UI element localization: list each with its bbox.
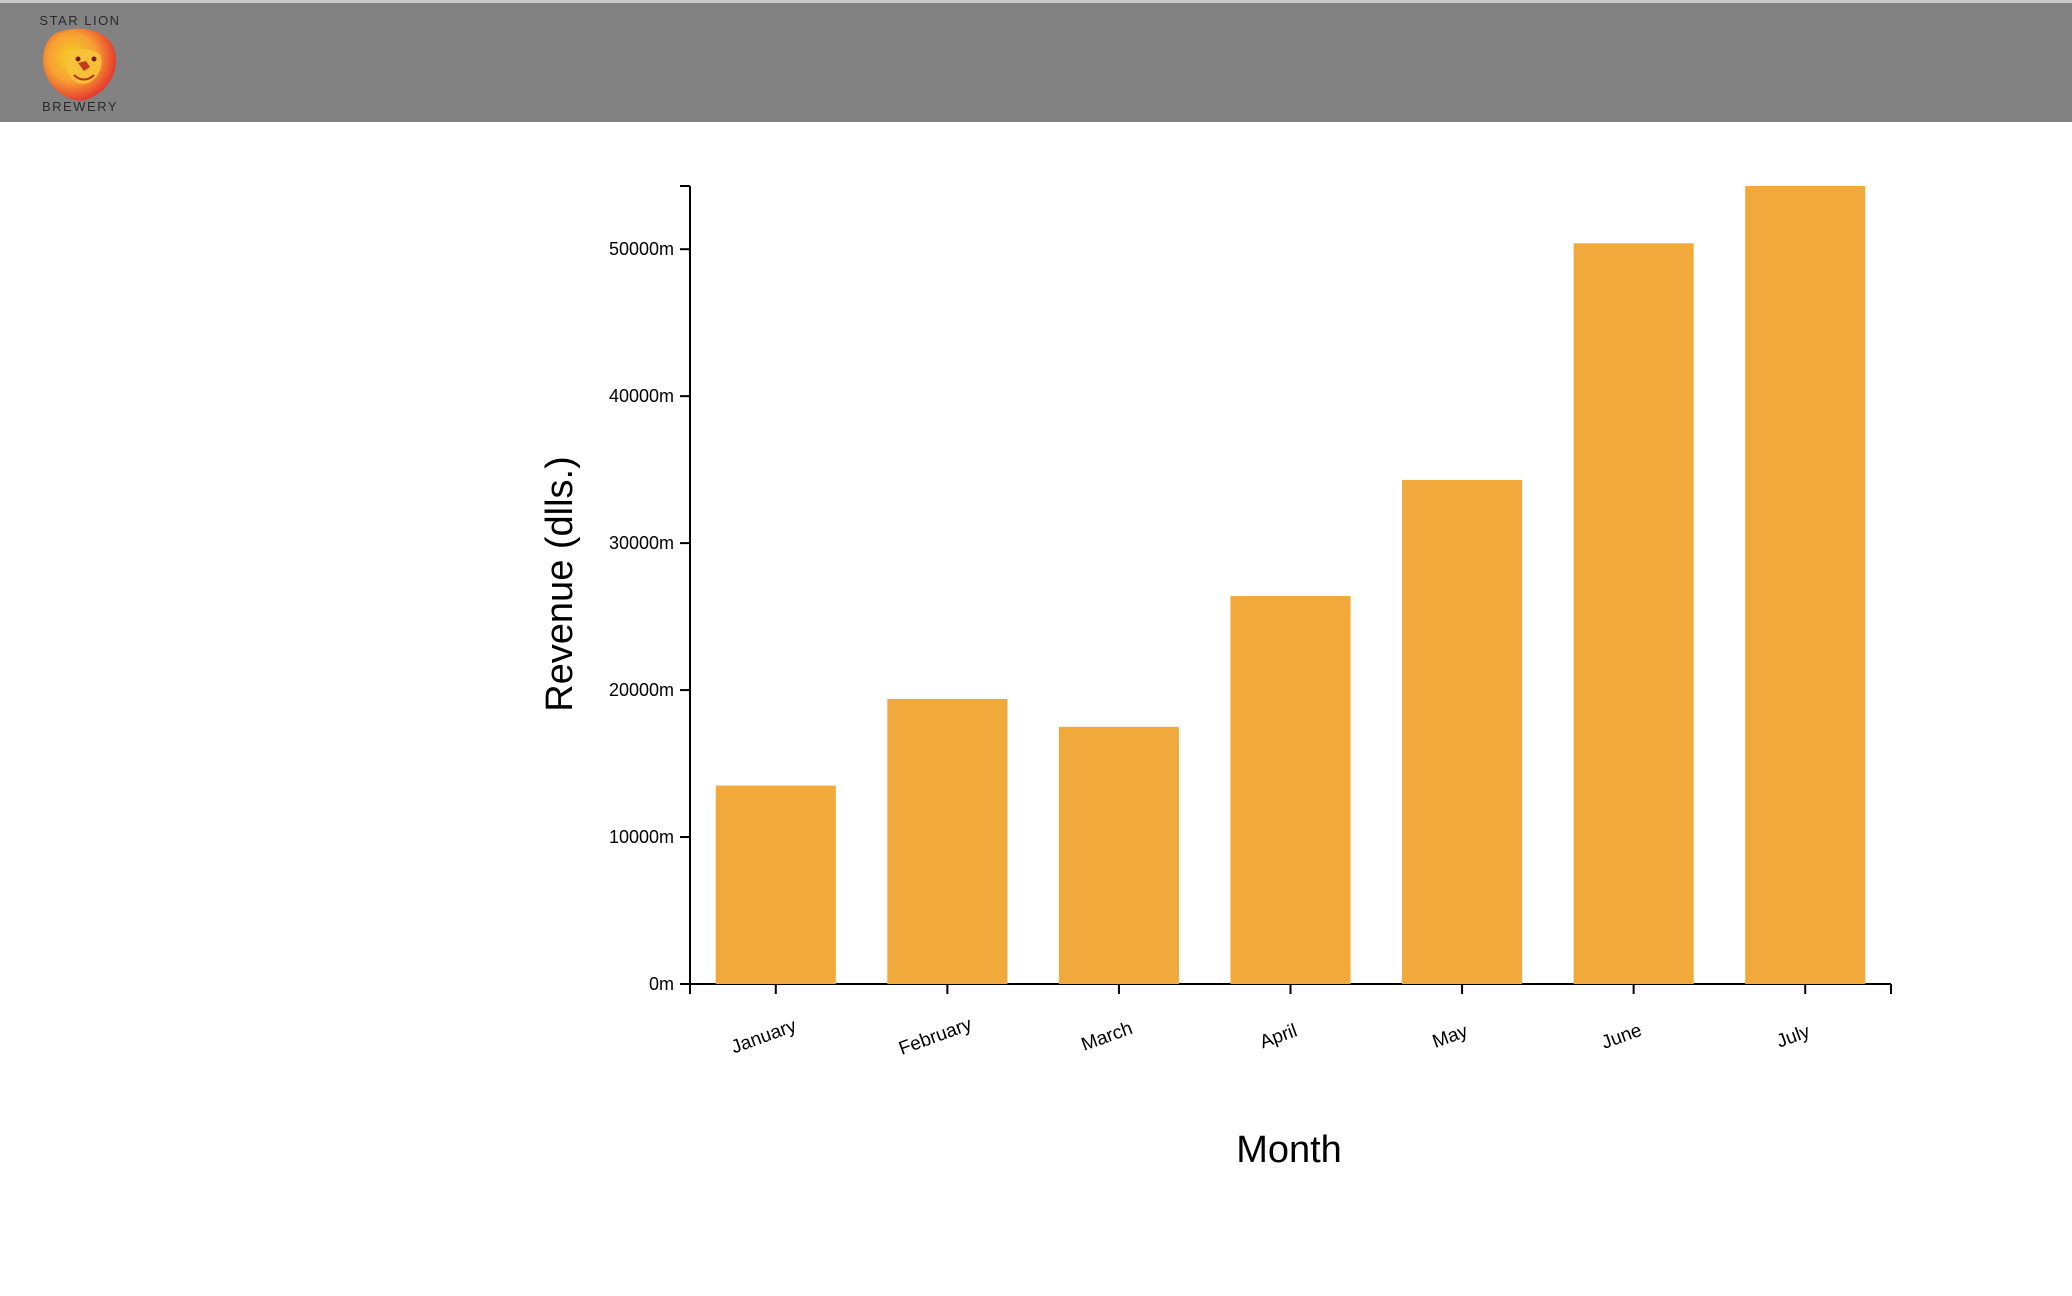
bar-february: [887, 698, 1008, 984]
y-tick-label: 30000m: [609, 533, 674, 553]
logo-text-bottom: BREWERY: [42, 99, 118, 114]
brand-logo[interactable]: STAR LION BREWERY: [30, 9, 130, 119]
x-tick-label: April: [1257, 1020, 1300, 1053]
bar-april: [1230, 596, 1351, 984]
plot-area: 0m 10000m 20000m 30000m 40000m 50000m January F…: [609, 185, 1892, 1060]
x-tick-label: July: [1774, 1021, 1813, 1052]
app-header: STAR LION BREWERY: [0, 0, 2072, 122]
x-tick-label: May: [1430, 1021, 1471, 1053]
revenue-bar-chart: 0m 10000m 20000m 30000m 40000m 50000m January F…: [539, 185, 1892, 1171]
logo-text-top: STAR LION: [39, 13, 121, 28]
x-tick-label: June: [1599, 1020, 1645, 1054]
y-tick-label: 50000m: [609, 239, 674, 259]
bar-march: [1058, 726, 1179, 984]
y-tick-label: 0m: [649, 974, 674, 994]
y-tick-label: 40000m: [609, 386, 674, 406]
bar-january: [715, 785, 836, 984]
y-tick-label: 10000m: [609, 827, 674, 847]
y-tick-label: 20000m: [609, 680, 674, 700]
bar-may: [1402, 479, 1523, 984]
x-tick-label: March: [1079, 1018, 1136, 1056]
x-tick-label: February: [896, 1014, 975, 1060]
lion-head-icon: [43, 28, 117, 102]
bar-july: [1745, 186, 1866, 984]
x-axis-label: Month: [1236, 1129, 1342, 1171]
y-axis-label: Revenue (dlls.): [539, 456, 581, 712]
x-tick-label: January: [729, 1015, 800, 1058]
bar-june: [1573, 243, 1694, 984]
